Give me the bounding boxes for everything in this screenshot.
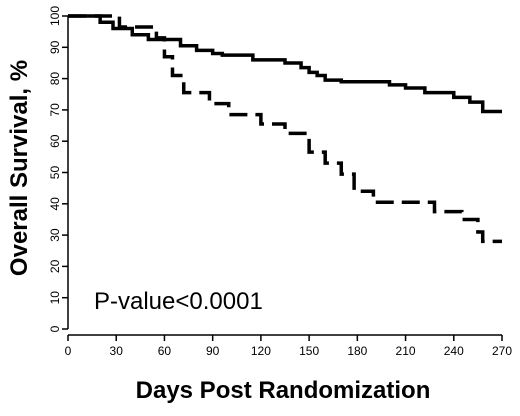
y-axis: 0 10 20 30 40 50 60 70 80 90 100 xyxy=(48,6,69,332)
y-tick-label: 10 xyxy=(48,291,62,305)
y-tick-label: 60 xyxy=(48,134,62,148)
y-tick-label: 100 xyxy=(48,6,62,26)
x-tick-label: 60 xyxy=(158,344,172,358)
x-tick-label: 120 xyxy=(251,344,271,358)
p-value-annotation: P-value<0.0001 xyxy=(94,288,263,315)
x-tick-label: 0 xyxy=(65,344,72,358)
y-tick-label: 50 xyxy=(48,166,62,180)
y-tick-label: 90 xyxy=(48,40,62,54)
x-tick-label: 30 xyxy=(110,344,124,358)
x-tick-label: 270 xyxy=(492,344,512,358)
y-tick-label: 80 xyxy=(48,72,62,86)
survival-curves xyxy=(68,14,502,244)
y-tick-label: 30 xyxy=(48,228,62,242)
y-tick-label: 20 xyxy=(48,259,62,273)
x-tick-label: 240 xyxy=(444,344,464,358)
x-axis-title: Days Post Randomization xyxy=(136,377,431,404)
x-tick-label: 150 xyxy=(299,344,319,358)
y-tick-label: 0 xyxy=(48,325,62,332)
x-tick-label: 90 xyxy=(206,344,220,358)
dashed-survival-curve xyxy=(68,14,502,244)
y-axis-title: Overall Survival, % xyxy=(6,60,33,276)
y-tick-label: 70 xyxy=(48,103,62,117)
y-tick-label: 40 xyxy=(48,197,62,211)
x-tick-label: 180 xyxy=(347,344,367,358)
x-axis: 0 30 60 90 120 150 180 210 240 270 xyxy=(65,334,512,358)
solid-survival-curve xyxy=(68,14,502,114)
x-tick-label: 210 xyxy=(396,344,416,358)
